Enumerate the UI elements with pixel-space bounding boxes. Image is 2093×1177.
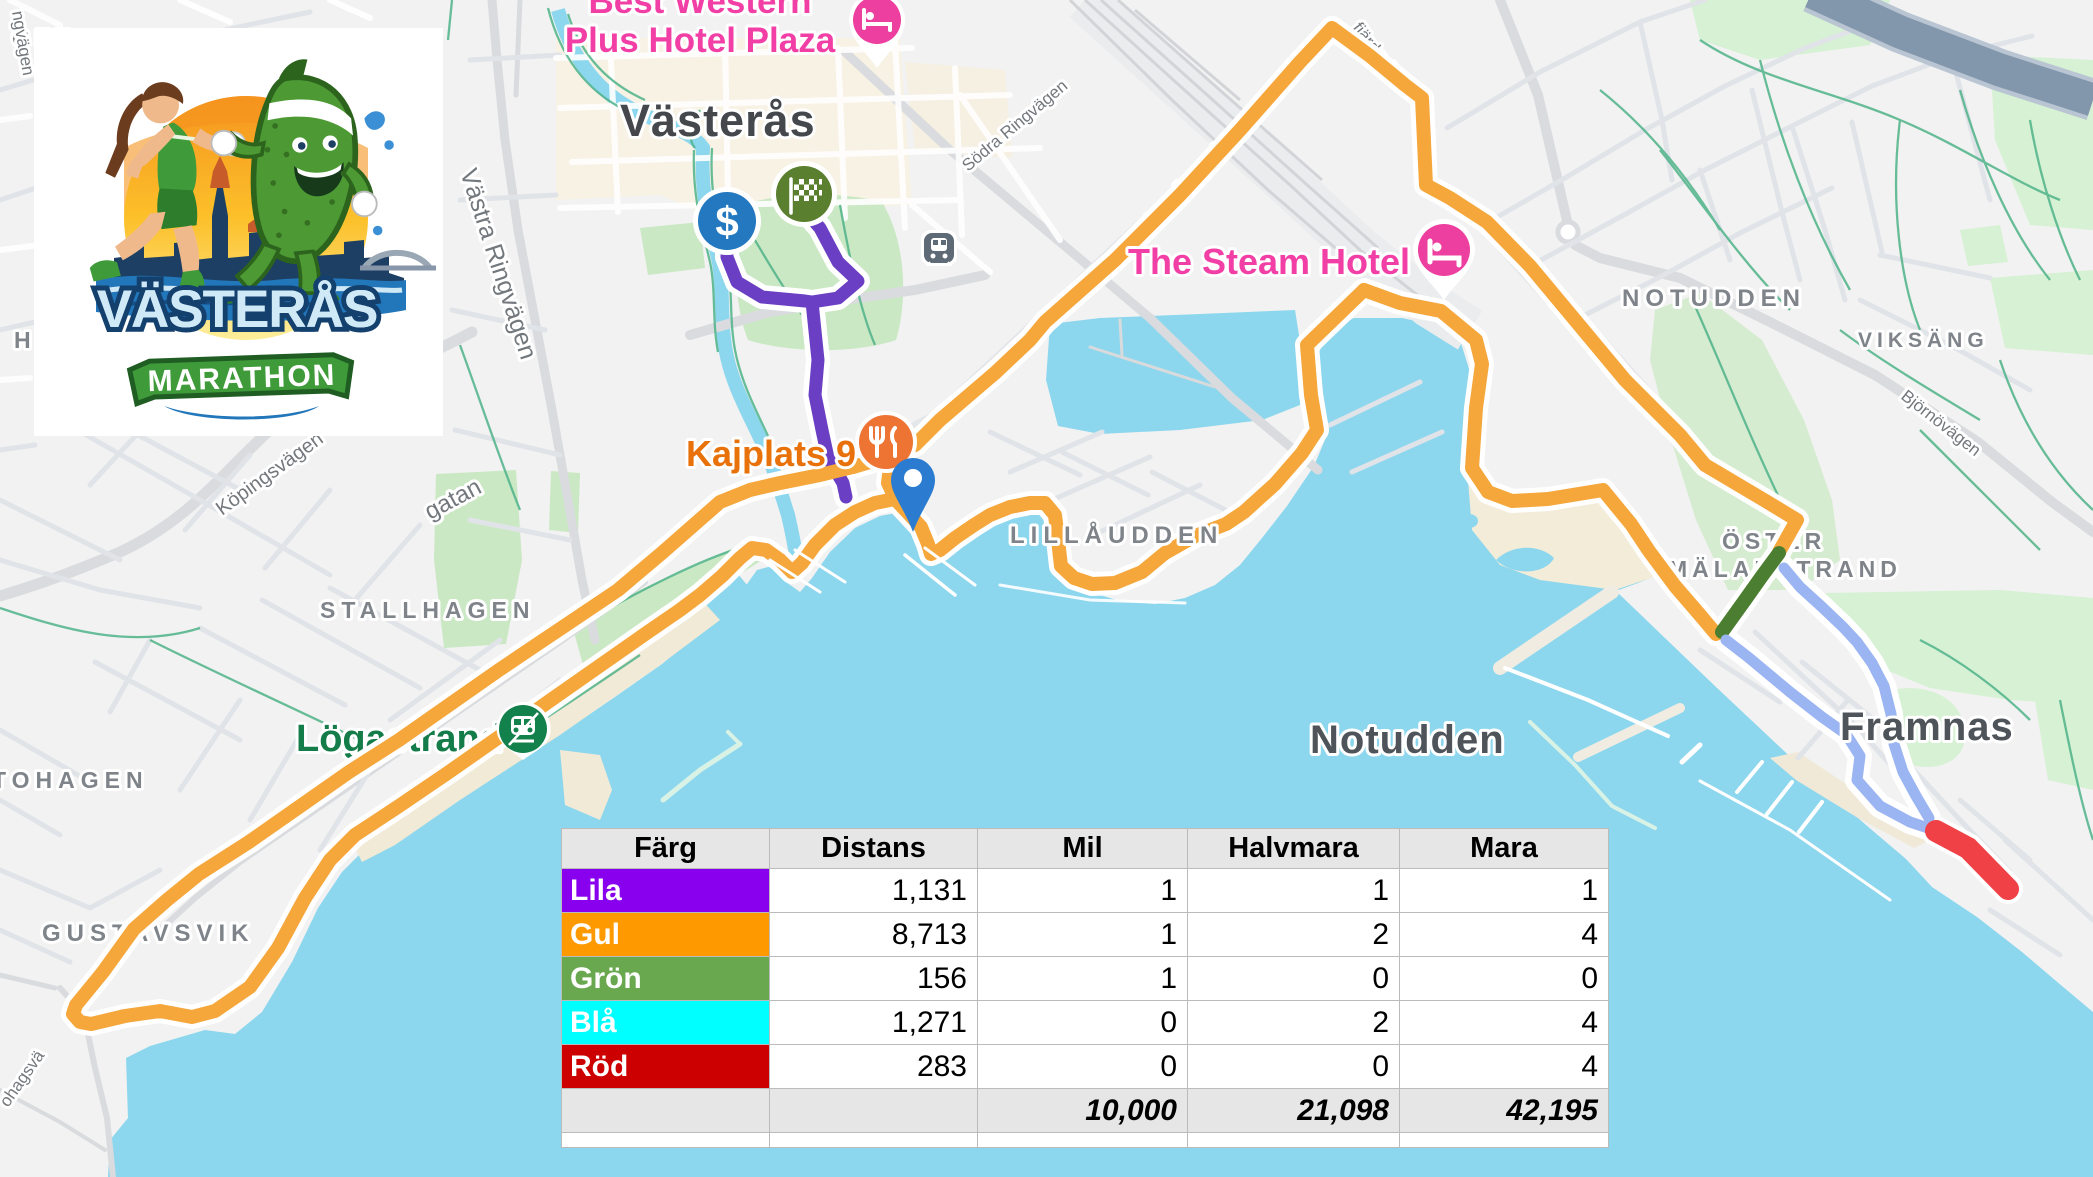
svg-text:STALLHAGEN: STALLHAGEN [320, 597, 535, 623]
svg-text:$: $ [715, 198, 738, 245]
svg-text:Best Western: Best Western [588, 0, 811, 21]
svg-text:LILLÅUDDEN: LILLÅUDDEN [1010, 521, 1223, 549]
svg-text:MARATHON: MARATHON [147, 359, 337, 399]
svg-text:VÄSTERÅS: VÄSTERÅS [97, 279, 378, 339]
svg-text:Notudden: Notudden [1310, 718, 1505, 762]
svg-text:Plus Hotel Plaza: Plus Hotel Plaza [565, 21, 836, 60]
svg-text:TOHAGEN: TOHAGEN [0, 767, 149, 793]
svg-text:Framnas: Framnas [1840, 705, 2014, 749]
svg-text:Kajplats 9: Kajplats 9 [686, 433, 856, 474]
svg-text:The Steam Hotel: The Steam Hotel [1128, 241, 1410, 282]
svg-text:H: H [14, 327, 35, 353]
svg-text:VÄSTERÅS: VÄSTERÅS [97, 279, 378, 339]
svg-text:Västerås: Västerås [620, 95, 816, 146]
svg-text:VIKSÄNG: VIKSÄNG [1858, 329, 1989, 352]
svg-text:NOTUDDEN: NOTUDDEN [1622, 285, 1806, 312]
